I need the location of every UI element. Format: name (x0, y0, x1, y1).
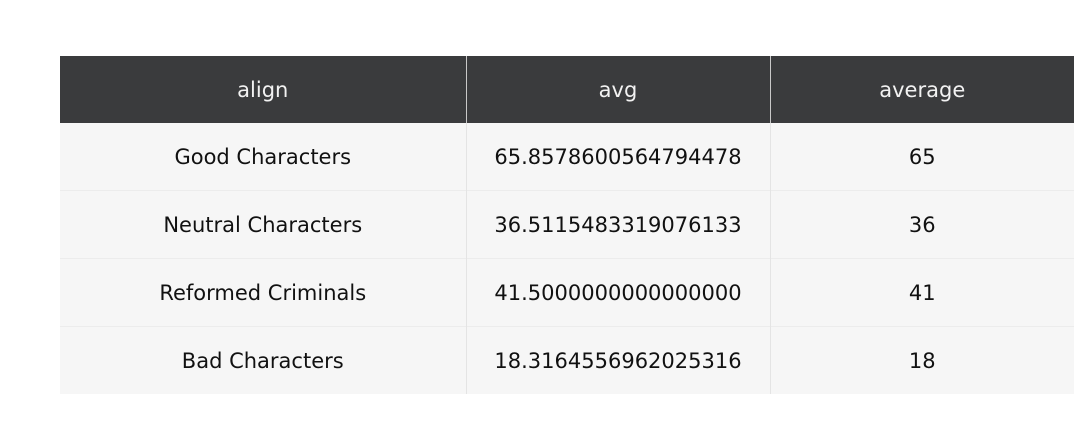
table-row: Neutral Characters 36.5115483319076133 3… (60, 190, 1074, 259)
table-body: Good Characters 65.8578600564794478 65 N… (60, 123, 1074, 394)
cell-avg: 65.8578600564794478 (466, 123, 771, 191)
cell-average: 41 (770, 258, 1074, 327)
cell-align: Reformed Criminals (60, 258, 467, 327)
cell-align: Bad Characters (60, 326, 467, 394)
cell-avg: 41.5000000000000000 (466, 258, 771, 327)
cell-avg: 36.5115483319076133 (466, 190, 771, 259)
cell-align: Neutral Characters (60, 190, 467, 259)
table-row: Reformed Criminals 41.5000000000000000 4… (60, 258, 1074, 327)
table-row: Bad Characters 18.3164556962025316 18 (60, 326, 1074, 394)
cell-average: 65 (770, 123, 1074, 191)
column-header-average[interactable]: average (770, 56, 1074, 123)
header-row: align avg average (60, 56, 1074, 123)
cell-average: 36 (770, 190, 1074, 259)
table-header: align avg average (60, 56, 1074, 123)
column-header-align[interactable]: align (60, 56, 467, 123)
table-row: Good Characters 65.8578600564794478 65 (60, 123, 1074, 191)
cell-align: Good Characters (60, 123, 467, 191)
results-table: align avg average Good Characters 65.857… (60, 56, 1074, 394)
cell-avg: 18.3164556962025316 (466, 326, 771, 394)
cell-average: 18 (770, 326, 1074, 394)
column-header-avg[interactable]: avg (466, 56, 771, 123)
